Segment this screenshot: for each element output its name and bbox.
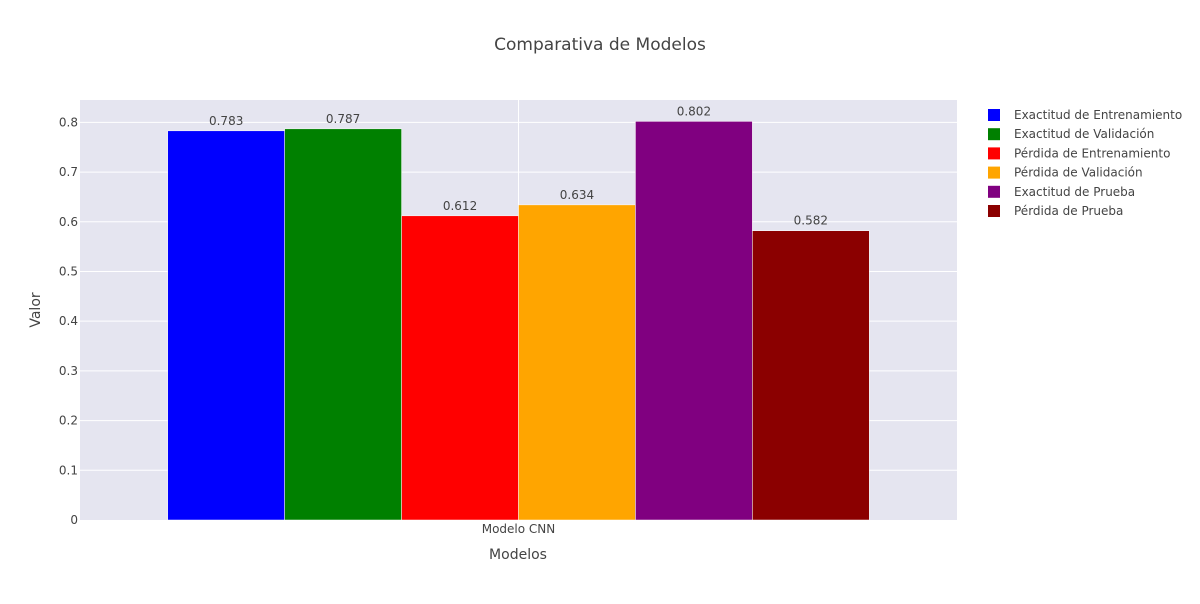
- legend-label: Pérdida de Entrenamiento: [1014, 146, 1170, 160]
- legend-item[interactable]: Pérdida de Validación: [988, 166, 1143, 180]
- data-label: 0.612: [443, 199, 477, 213]
- y-tick-label: 0.5: [59, 264, 78, 278]
- x-tick-label: Modelo CNN: [482, 522, 556, 536]
- y-tick-label: 0.3: [59, 364, 78, 378]
- data-labels: 0.783 0.787 0.612 0.634 0.802 0.582: [209, 104, 828, 227]
- legend-swatch: [988, 147, 1000, 160]
- bar[interactable]: [635, 121, 753, 521]
- bar[interactable]: [167, 130, 285, 521]
- legend[interactable]: Exactitud de Entrenamiento Exactitud de V…: [988, 108, 1182, 218]
- chart-title: Comparativa de Modelos: [494, 35, 706, 55]
- bar[interactable]: [518, 204, 636, 521]
- y-tick-label: 0.7: [59, 165, 78, 179]
- y-tick-label: 0.8: [59, 115, 78, 129]
- legend-item[interactable]: Exactitud de Prueba: [988, 185, 1135, 199]
- legend-swatch: [988, 185, 1000, 198]
- x-axis-title: Modelos: [489, 547, 547, 563]
- data-label: 0.582: [794, 214, 828, 228]
- legend-label: Exactitud de Prueba: [1014, 185, 1135, 199]
- bar[interactable]: [284, 128, 402, 521]
- data-label: 0.802: [677, 104, 711, 118]
- y-axis-title: Valor: [28, 292, 44, 328]
- y-tick-label: 0.1: [59, 463, 78, 477]
- legend-item[interactable]: Pérdida de Prueba: [988, 204, 1123, 218]
- data-label: 0.634: [560, 188, 594, 202]
- legend-item[interactable]: Pérdida de Entrenamiento: [988, 146, 1170, 160]
- legend-swatch: [988, 205, 1000, 217]
- legend-swatch: [988, 166, 1000, 179]
- legend-label: Pérdida de Validación: [1014, 166, 1143, 180]
- y-tick-label: 0.6: [59, 215, 78, 229]
- legend-item[interactable]: Exactitud de Validación: [988, 127, 1154, 141]
- y-tick-label: 0: [70, 513, 78, 527]
- legend-label: Exactitud de Validación: [1014, 127, 1154, 141]
- y-tick-label: 0.2: [59, 414, 78, 428]
- y-axis-ticks: 0 0.1 0.2 0.3 0.4 0.5 0.6 0.7 0.8: [59, 115, 78, 527]
- x-axis-ticks: Modelo CNN: [482, 522, 556, 536]
- legend-label: Pérdida de Prueba: [1014, 204, 1123, 218]
- legend-swatch: [988, 128, 1000, 141]
- data-label: 0.787: [326, 112, 360, 126]
- legend-swatch: [988, 109, 1000, 121]
- bar[interactable]: [752, 230, 870, 521]
- legend-item[interactable]: Exactitud de Entrenamiento: [988, 108, 1182, 122]
- y-tick-label: 0.4: [59, 314, 78, 328]
- data-label: 0.783: [209, 114, 243, 128]
- bars: [167, 121, 870, 521]
- legend-label: Exactitud de Entrenamiento: [1014, 108, 1182, 122]
- bar[interactable]: [401, 215, 519, 521]
